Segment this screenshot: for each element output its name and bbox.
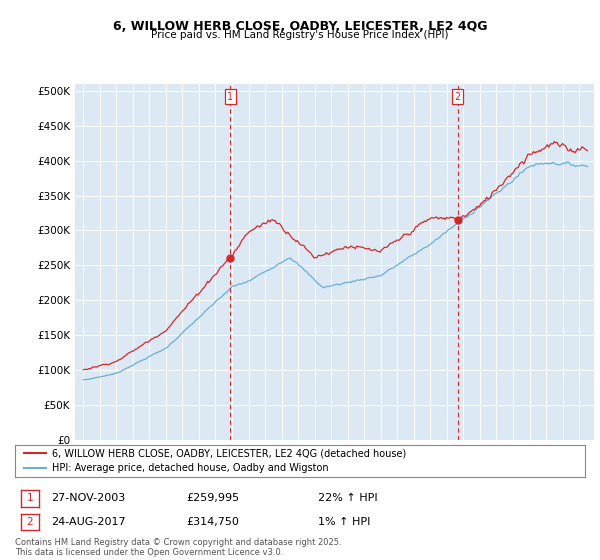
Text: Price paid vs. HM Land Registry's House Price Index (HPI): Price paid vs. HM Land Registry's House … — [151, 30, 449, 40]
Text: 1% ↑ HPI: 1% ↑ HPI — [318, 517, 370, 527]
Text: £314,750: £314,750 — [186, 517, 239, 527]
Text: 27-NOV-2003: 27-NOV-2003 — [51, 493, 125, 503]
Text: 2: 2 — [455, 91, 461, 101]
Text: 24-AUG-2017: 24-AUG-2017 — [51, 517, 125, 527]
Text: 6, WILLOW HERB CLOSE, OADBY, LEICESTER, LE2 4QG (detached house): 6, WILLOW HERB CLOSE, OADBY, LEICESTER, … — [52, 449, 406, 459]
Text: £259,995: £259,995 — [186, 493, 239, 503]
Text: 1: 1 — [26, 493, 34, 503]
Text: 1: 1 — [227, 91, 233, 101]
Text: 22% ↑ HPI: 22% ↑ HPI — [318, 493, 377, 503]
Text: 2: 2 — [26, 517, 34, 527]
Text: HPI: Average price, detached house, Oadby and Wigston: HPI: Average price, detached house, Oadb… — [52, 463, 329, 473]
Text: Contains HM Land Registry data © Crown copyright and database right 2025.
This d: Contains HM Land Registry data © Crown c… — [15, 538, 341, 557]
Text: 6, WILLOW HERB CLOSE, OADBY, LEICESTER, LE2 4QG: 6, WILLOW HERB CLOSE, OADBY, LEICESTER, … — [113, 20, 487, 32]
